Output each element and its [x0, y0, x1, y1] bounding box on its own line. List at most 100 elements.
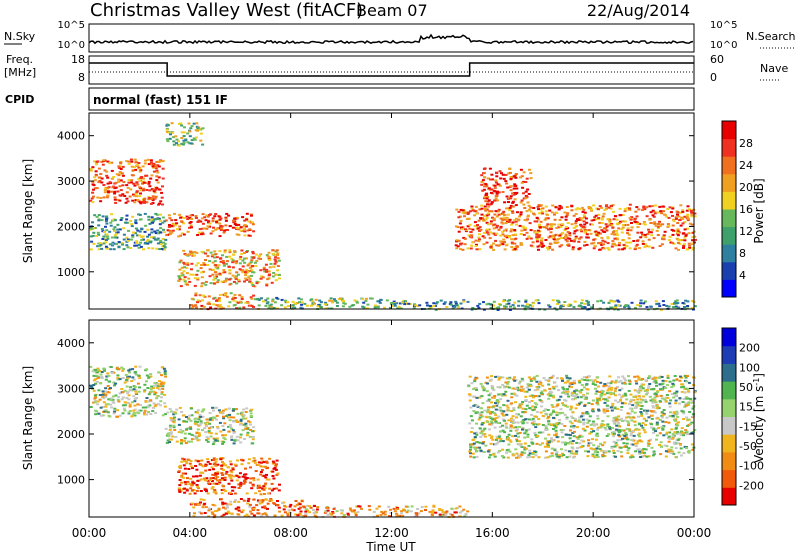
- velocity-cell: [635, 404, 639, 407]
- power-cell: [583, 231, 587, 234]
- velocity-cell: [155, 397, 159, 400]
- velocity-cell: [617, 422, 621, 425]
- power-cell: [237, 278, 241, 281]
- cpid-panel: CPID normal (fast) 151 IF: [5, 87, 695, 111]
- power-cell: [572, 226, 576, 229]
- velocity-cell: [609, 382, 613, 385]
- velocity-cell: [569, 408, 573, 411]
- power-cell: [581, 210, 585, 213]
- velocity-cell: [637, 428, 641, 431]
- power-cell: [527, 208, 531, 211]
- power-cell: [155, 247, 159, 250]
- power-cell: [255, 282, 259, 285]
- velocity-cell: [104, 403, 108, 406]
- power-cell: [233, 260, 237, 263]
- power-cell: [184, 139, 188, 142]
- power-cell: [332, 298, 336, 301]
- power-cell: [639, 304, 642, 307]
- velocity-cell: [156, 387, 160, 390]
- power-cell: [610, 233, 614, 235]
- velocity-cell: [109, 399, 113, 402]
- power-cell: [93, 214, 97, 217]
- velocity-cell: [147, 393, 151, 396]
- velocity-cell: [659, 453, 663, 456]
- power-cell: [463, 228, 467, 231]
- velocity-cell: [673, 419, 677, 422]
- power-cell: [641, 234, 644, 237]
- power-cell: [659, 308, 663, 311]
- velocity-cell: [477, 396, 481, 399]
- power-cell: [499, 217, 503, 220]
- velocity-cell: [492, 396, 496, 399]
- power-cell: [528, 168, 531, 171]
- velocity-cell: [608, 427, 612, 430]
- power-cell: [89, 199, 93, 202]
- power-cell: [125, 184, 129, 187]
- power-cell: [554, 206, 558, 209]
- power-cell: [186, 283, 189, 286]
- power-cell: [620, 228, 624, 231]
- velocity-cell: [219, 478, 223, 481]
- power-cell: [532, 302, 536, 305]
- velocity-cell: [542, 377, 546, 379]
- velocity-cell: [239, 481, 243, 484]
- velocity-cell: [660, 397, 664, 400]
- velocity-cell: [395, 512, 399, 515]
- power-cell: [535, 236, 539, 239]
- power-cell: [183, 280, 187, 283]
- power-cell: [529, 229, 533, 232]
- velocity-cell: [480, 385, 484, 388]
- velocity-cell: [294, 513, 298, 516]
- power-cell: [170, 231, 174, 234]
- power-cell: [536, 231, 540, 234]
- power-cell: [646, 233, 650, 235]
- velocity-cell: [640, 414, 644, 417]
- power-colorbar: [721, 120, 737, 298]
- velocity-cell: [272, 462, 276, 465]
- power-cell: [664, 215, 668, 218]
- power-cell: [186, 141, 190, 144]
- power-cell: [669, 241, 673, 244]
- velocity-cell: [534, 426, 538, 429]
- power-cell: [103, 169, 107, 172]
- velocity-cell: [535, 380, 539, 383]
- velocity-cell: [489, 392, 492, 395]
- power-cell: [466, 300, 470, 303]
- power-cell: [627, 233, 631, 236]
- velocity-cell: [540, 401, 544, 404]
- power-cell: [470, 308, 474, 311]
- power-cell: [250, 282, 254, 284]
- power-cell: [693, 212, 697, 215]
- velocity-cell: [216, 472, 219, 475]
- velocity-cell: [636, 403, 640, 405]
- power-cell: [373, 306, 377, 309]
- power-cell: [355, 300, 359, 303]
- power-cell: [182, 278, 186, 281]
- velocity-cell: [121, 391, 125, 394]
- velocity-cell: [127, 398, 131, 401]
- power-cell: [153, 230, 157, 233]
- velocity-cell: [205, 477, 209, 480]
- velocity-cell: [523, 446, 527, 449]
- velocity-cell: [220, 515, 224, 518]
- power-cell: [573, 230, 577, 233]
- velocity-cell: [475, 404, 479, 407]
- power-cell: [109, 248, 113, 251]
- velocity-cell: [515, 416, 518, 419]
- velocity-cell: [275, 487, 279, 490]
- power-cell: [293, 306, 297, 309]
- velocity-cell: [220, 472, 224, 475]
- velocity-cell: [473, 432, 477, 435]
- power-cell: [183, 126, 186, 129]
- power-cell: [512, 175, 516, 178]
- power-cell: [536, 205, 540, 208]
- velocity-cell: [472, 395, 476, 398]
- power-cell: [251, 252, 255, 255]
- power-cell: [479, 217, 483, 220]
- velocity-cell: [654, 428, 658, 431]
- power-cell: [187, 122, 191, 125]
- velocity-cell: [125, 385, 129, 388]
- velocity-cell: [621, 395, 625, 398]
- power-cell: [487, 228, 491, 231]
- power-cell: [439, 299, 443, 302]
